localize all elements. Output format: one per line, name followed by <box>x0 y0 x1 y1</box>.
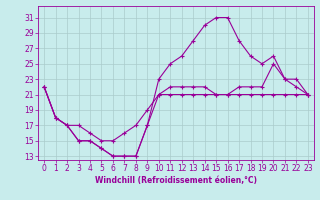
X-axis label: Windchill (Refroidissement éolien,°C): Windchill (Refroidissement éolien,°C) <box>95 176 257 185</box>
